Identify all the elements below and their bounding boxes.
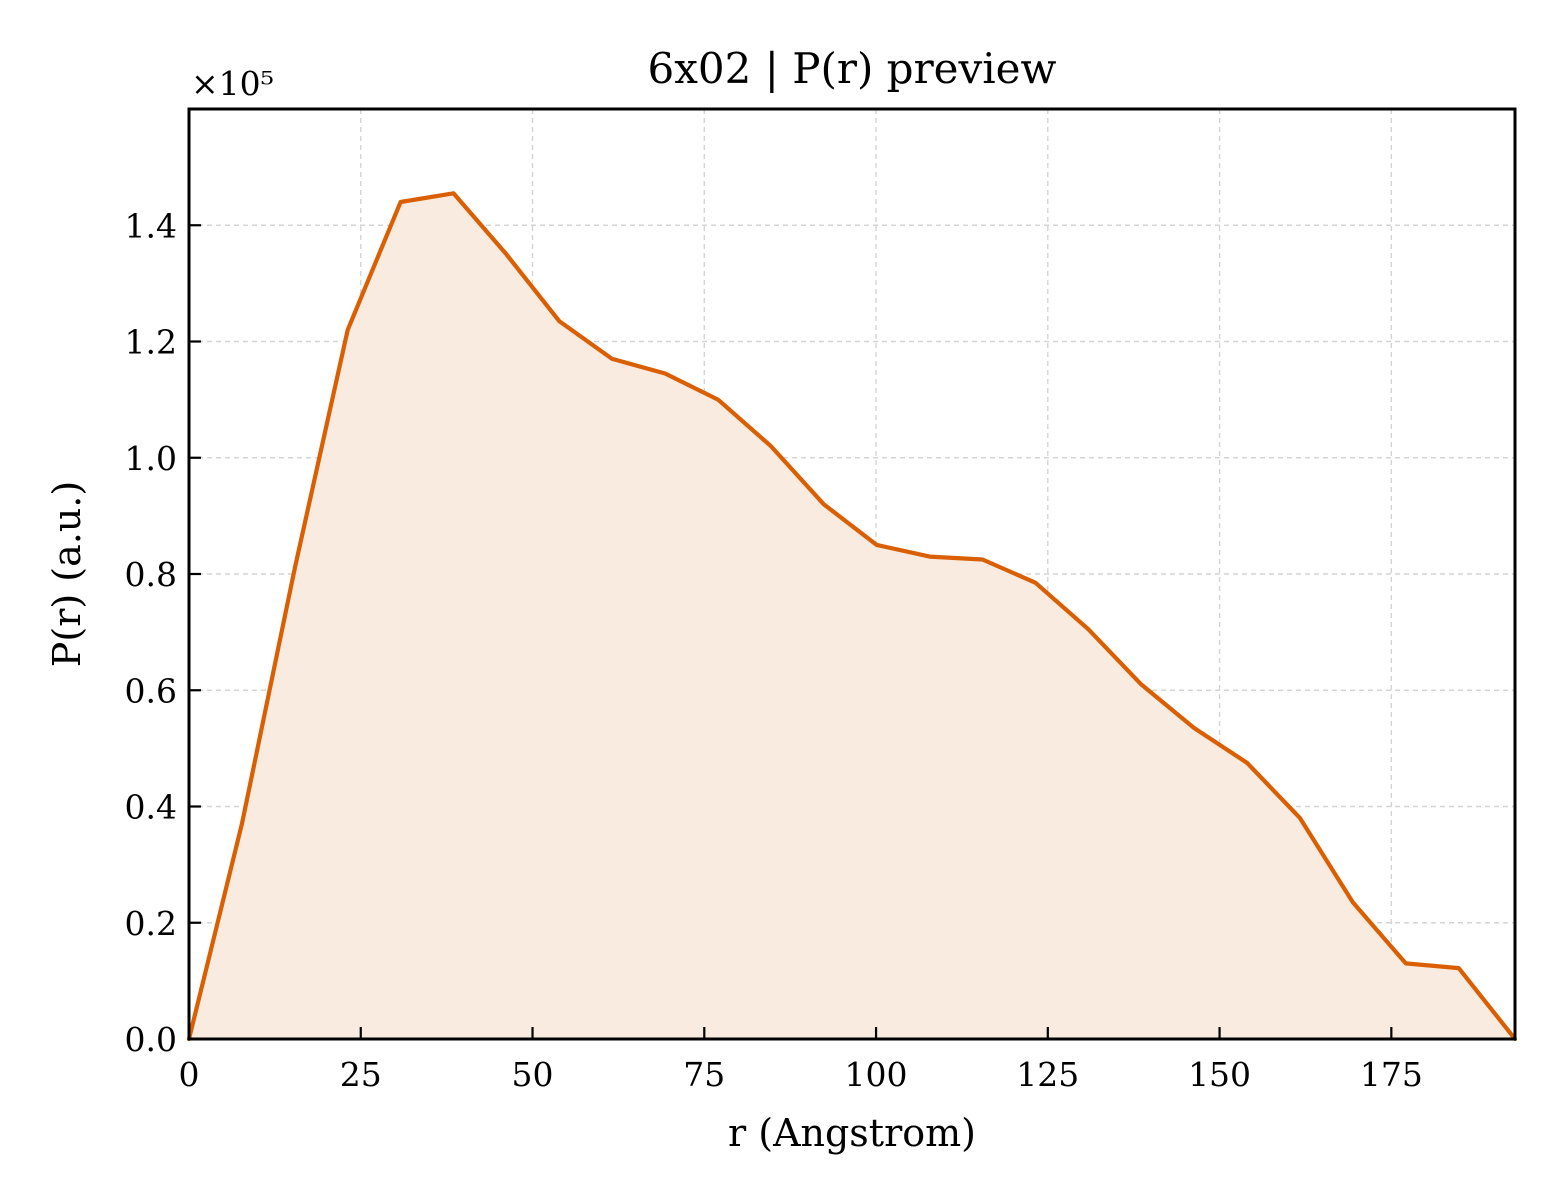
data-point <box>1086 627 1090 631</box>
x-tick-label: 75 <box>683 1055 725 1094</box>
data-point <box>293 566 297 570</box>
data-point <box>1192 726 1196 730</box>
x-tick-label: 25 <box>340 1055 382 1094</box>
data-point <box>1139 682 1143 686</box>
data-point <box>769 444 773 448</box>
data-point <box>822 502 826 506</box>
y-offset-text: ×10⁵ <box>191 64 274 103</box>
y-tick-label: 1.2 <box>125 323 177 362</box>
tick-layer: 0 25 50 75 100 125 150 175 0.0 0.2 0.4 0.6 0.8 1.0 1.2… <box>125 191 1517 1094</box>
chart-title: 6x02 | P(r) preview <box>648 44 1057 93</box>
data-point <box>1351 900 1355 904</box>
series-line <box>186 191 1518 1042</box>
y-tick-label: 1.4 <box>125 206 177 245</box>
x-axis-label: r (Angstrom) <box>728 1111 976 1155</box>
data-point <box>187 1037 191 1041</box>
data-point <box>452 191 456 195</box>
data-point <box>875 543 879 547</box>
data-point <box>928 555 932 559</box>
x-tick-label: 150 <box>1188 1055 1251 1094</box>
data-point <box>399 200 403 204</box>
data-point <box>1245 761 1249 765</box>
data-point <box>1404 961 1408 965</box>
data-point <box>504 252 508 256</box>
data-point <box>1298 816 1302 820</box>
x-tick-label: 100 <box>845 1055 908 1094</box>
data-point <box>240 822 244 826</box>
y-tick-label: 0.8 <box>125 555 177 594</box>
data-point <box>1513 1037 1517 1041</box>
y-tick-label: 0.2 <box>125 904 177 943</box>
data-point <box>610 357 614 361</box>
x-tick-label: 0 <box>179 1055 200 1094</box>
data-point <box>1457 966 1461 970</box>
x-tick-label: 50 <box>512 1055 554 1094</box>
data-point <box>557 319 561 323</box>
y-tick-label: 1.0 <box>125 439 177 478</box>
x-tick-label: 125 <box>1016 1055 1079 1094</box>
y-tick-label: 0.4 <box>125 788 177 827</box>
y-tick-label: 0.6 <box>125 671 177 710</box>
data-point <box>346 328 350 332</box>
y-axis-label: P(r) (a.u.) <box>45 481 89 667</box>
y-tick-label: 0.0 <box>125 1020 177 1059</box>
data-point <box>981 558 985 562</box>
data-point <box>663 372 667 376</box>
data-point <box>716 398 720 402</box>
data-point <box>1033 581 1037 585</box>
area-fill <box>189 193 1515 1040</box>
x-tick-label: 175 <box>1360 1055 1423 1094</box>
